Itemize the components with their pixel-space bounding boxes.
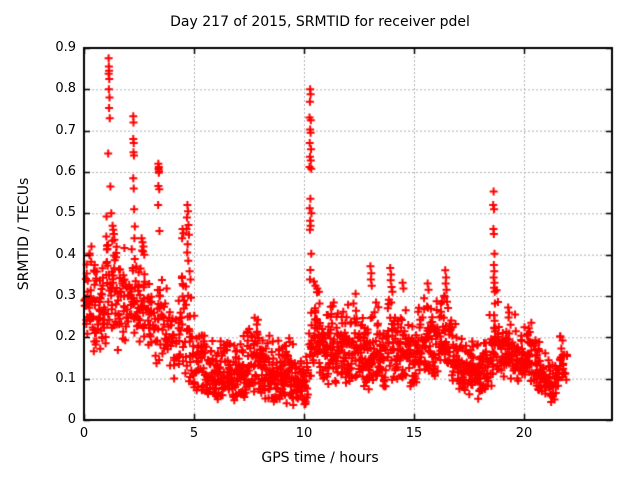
- y-tick-label: 0.7: [55, 122, 76, 138]
- x-tick-label: 0: [79, 426, 89, 441]
- y-tick-label: 0.1: [55, 370, 76, 386]
- x-tick-label: 10: [295, 426, 313, 441]
- x-axis-title: GPS time / hours: [261, 450, 379, 466]
- y-tick-label: 0.6: [55, 164, 76, 179]
- chart-title: Day 217 of 2015, SRMTID for receiver pde…: [170, 14, 470, 30]
- y-tick-label: 0.3: [55, 288, 76, 303]
- y-tick-label: 0.2: [55, 329, 76, 345]
- y-tick-label: 0: [67, 412, 76, 427]
- y-axis-title: SRMTID / TECUs: [16, 177, 32, 291]
- y-tick-label: 0.4: [55, 246, 76, 262]
- x-tick-label: 5: [189, 426, 199, 441]
- x-tick-label: 20: [515, 426, 533, 441]
- x-tick-label: 15: [405, 426, 423, 441]
- y-tick-label: 0.9: [55, 40, 76, 55]
- y-tick-label: 0.8: [55, 81, 76, 97]
- y-tick-label: 0.5: [55, 205, 76, 221]
